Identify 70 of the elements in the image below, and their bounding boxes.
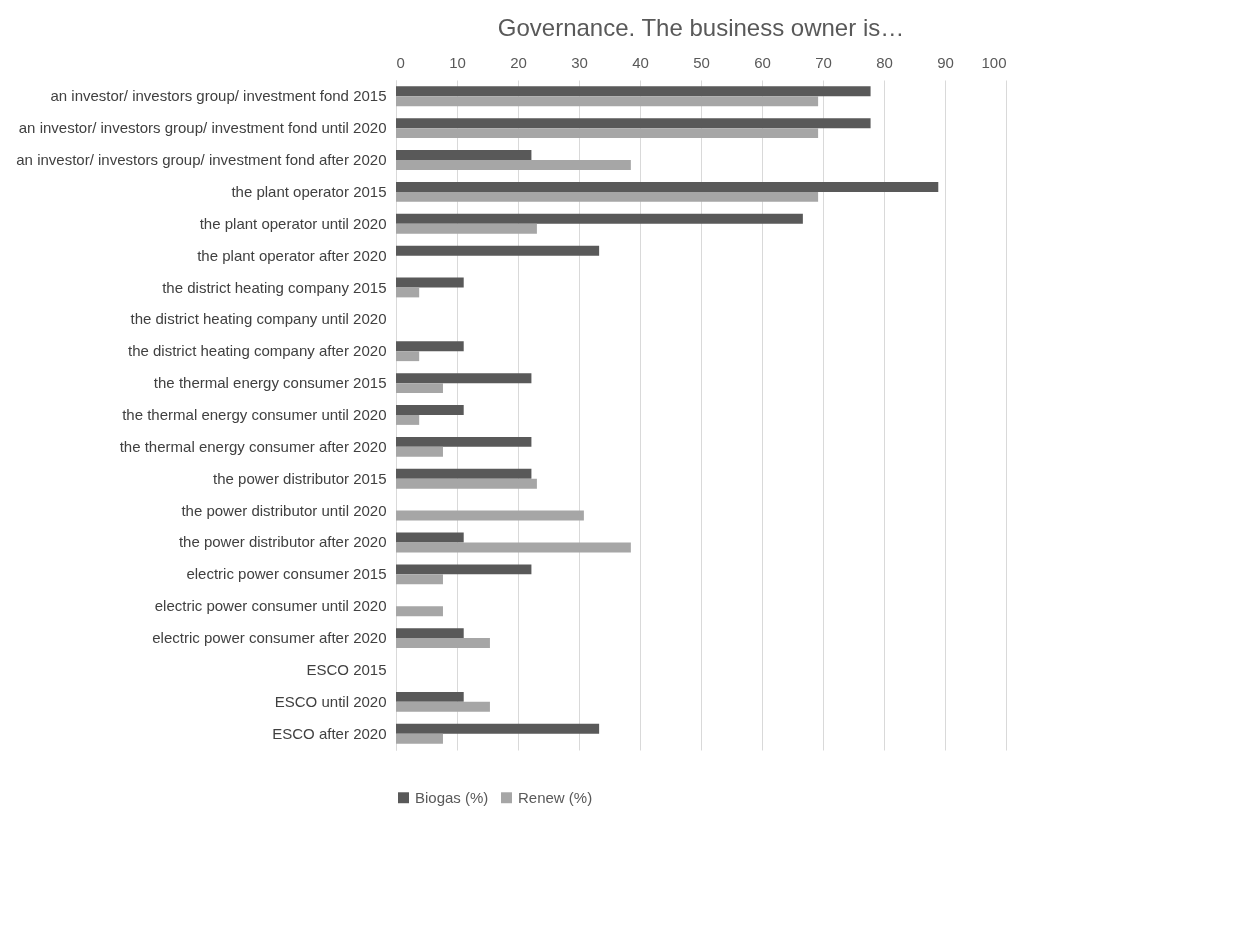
- y-tick-label: ESCO after 2020: [272, 724, 387, 742]
- y-tick-label: ESCO until 2020: [274, 692, 387, 710]
- bar: [396, 182, 939, 192]
- x-tick-label: 20: [510, 53, 527, 71]
- y-tick-label: the thermal energy consumer until 2020: [122, 406, 387, 423]
- x-tick-label: 40: [632, 53, 649, 71]
- y-tick-label: electric power consumer until 2020: [154, 597, 387, 615]
- bar: [396, 128, 819, 139]
- bar: [396, 96, 819, 107]
- x-tick-label: 30: [571, 53, 588, 71]
- x-tick-label: 80: [876, 53, 893, 71]
- bar: [396, 405, 464, 415]
- bar: [396, 160, 631, 170]
- x-tick-label: 100: [981, 53, 1007, 71]
- bar: [396, 691, 464, 702]
- bar: [396, 532, 464, 543]
- bar: [396, 191, 819, 202]
- x-tick-label: 0: [396, 53, 405, 71]
- bar: [396, 564, 532, 575]
- bar: [396, 351, 420, 362]
- y-tick-label: the district heating company after 2020: [128, 342, 387, 360]
- bar: [396, 628, 464, 639]
- y-tick-label: electric power consumer 2015: [186, 565, 387, 583]
- x-tick-label: 90: [937, 53, 954, 71]
- y-tick-label: an investor/ investors group/ investment fond after 2020: [16, 151, 387, 168]
- bar: [396, 446, 443, 457]
- bar: [396, 373, 532, 384]
- y-tick-label: an investor/ investors group/ investment fond until 2020: [18, 119, 387, 137]
- x-tick-label: 60: [754, 53, 771, 71]
- y-tick-label: the plant operator after 2020: [197, 246, 387, 264]
- bar: [396, 574, 443, 585]
- bar: [396, 86, 871, 97]
- y-tick-label: the power distributor after 2020: [178, 533, 387, 551]
- bar: [396, 701, 490, 712]
- bar: [396, 383, 443, 394]
- x-tick-label: 50: [693, 53, 710, 71]
- bar: [396, 277, 464, 288]
- bar: [396, 723, 600, 734]
- y-tick-label: the thermal energy consumer after 2020: [119, 437, 387, 455]
- y-tick-label: the power distributor 2015: [213, 469, 387, 487]
- bar: [396, 341, 464, 352]
- y-tick-label: the plant operator 2015: [231, 182, 387, 200]
- bar: [396, 223, 537, 234]
- bar: [396, 478, 537, 489]
- bar: [396, 638, 490, 648]
- bar: [396, 213, 803, 224]
- y-tick-label: the plant operator until 2020: [199, 214, 387, 232]
- y-tick-label: ESCO 2015: [306, 661, 387, 678]
- x-tick-label: 10: [449, 53, 466, 71]
- y-tick-label: the power distributor until 2020: [181, 501, 387, 519]
- legend-label: Renew (%): [518, 788, 593, 806]
- bar: [396, 436, 532, 447]
- chart-title: Governance. The business owner is…: [497, 14, 905, 41]
- x-tick-label: 70: [815, 53, 832, 71]
- bar: [396, 150, 532, 160]
- bar: [396, 606, 443, 617]
- y-tick-label: an investor/ investors group/ investment fond 2015: [50, 87, 387, 105]
- legend-label: Biogas (%): [415, 788, 489, 806]
- bar: [396, 733, 443, 744]
- y-tick-label: electric power consumer after 2020: [152, 629, 387, 647]
- bar: [396, 468, 532, 479]
- bar: [396, 510, 584, 521]
- bar: [396, 415, 420, 425]
- bar: [396, 118, 871, 129]
- bar: [396, 287, 420, 298]
- bar: [396, 542, 631, 553]
- bar: [396, 245, 600, 256]
- y-tick-label: the thermal energy consumer 2015: [153, 374, 387, 392]
- y-tick-label: the district heating company 2015: [162, 278, 387, 296]
- y-tick-label: the district heating company until 2020: [130, 310, 387, 328]
